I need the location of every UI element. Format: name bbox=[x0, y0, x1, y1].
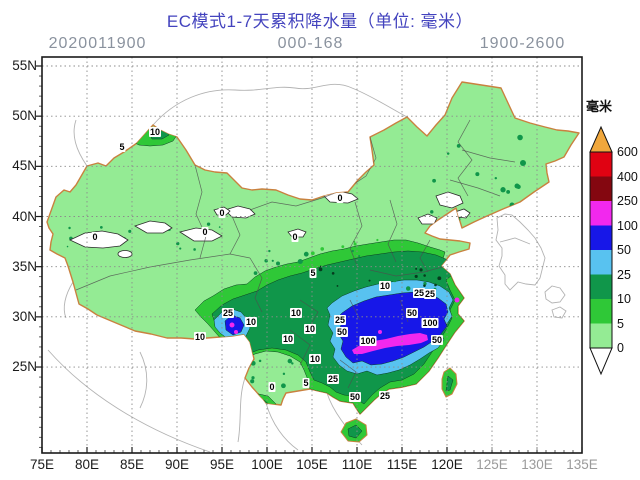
forecast-hours-value: 000-168 bbox=[277, 35, 344, 52]
valid-range-value: 1900-2600 bbox=[479, 35, 566, 52]
plot-frame bbox=[41, 56, 583, 454]
dry-patches bbox=[69, 190, 471, 258]
graticule bbox=[42, 57, 582, 453]
japan-outline bbox=[544, 285, 566, 304]
page-title: EC模式1-7天累积降水量（单位: 毫米） bbox=[166, 12, 474, 31]
run-time-value: 2020011900 bbox=[48, 35, 147, 52]
colorbar bbox=[589, 125, 613, 376]
korea-outline bbox=[495, 213, 546, 291]
foreign-borders bbox=[47, 83, 567, 453]
province-borders bbox=[75, 119, 516, 389]
colorbar-unit-label: 毫米 bbox=[586, 99, 613, 114]
